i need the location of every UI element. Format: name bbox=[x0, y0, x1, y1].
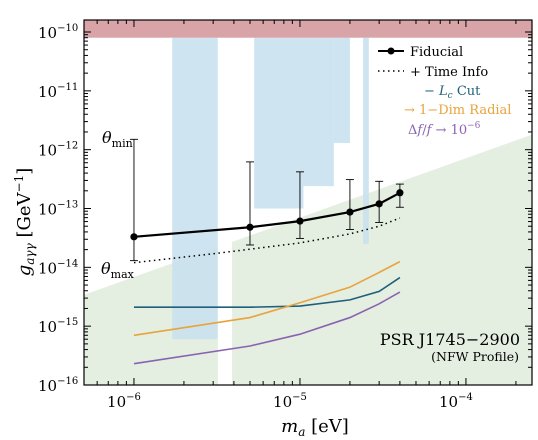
legend-label-df-f: Δf/f → 10−6 bbox=[408, 121, 481, 138]
y-tick-label: 10−14 bbox=[38, 258, 78, 277]
profile-label: (NFW Profile) bbox=[431, 349, 519, 364]
series-line-1 bbox=[133, 217, 401, 264]
series-line-3 bbox=[133, 260, 401, 337]
theta-min-label: θmin bbox=[102, 128, 133, 150]
x-tick-label: 10−5 bbox=[273, 392, 307, 411]
top-excluded-band bbox=[84, 20, 532, 38]
legend-label-fiducial: Fiducial bbox=[410, 45, 463, 60]
legend: Fiducial + Time Info − Lc Cut → 1−Dim Ra… bbox=[378, 45, 511, 138]
plot-frame bbox=[83, 19, 533, 386]
plot-area bbox=[84, 20, 532, 385]
series-line-2 bbox=[133, 276, 401, 309]
legend-label-lc-cut: − Lc Cut bbox=[424, 84, 481, 101]
exclusion-bar bbox=[333, 37, 350, 143]
data-point bbox=[130, 233, 138, 241]
exclusion-bar bbox=[303, 37, 334, 187]
y-axis-label: gaγγ [GeV−1] bbox=[12, 168, 37, 277]
exclusion-gap bbox=[217, 37, 233, 385]
y-tick-label: 10−13 bbox=[38, 200, 78, 219]
source-name: PSR J1745−2900 bbox=[380, 330, 520, 349]
legend-label-time-info: + Time Info bbox=[410, 65, 488, 80]
theta-max-label: θmax bbox=[101, 259, 135, 281]
exclusion-bar bbox=[254, 37, 304, 209]
series-line-4 bbox=[133, 291, 401, 365]
data-point bbox=[375, 200, 383, 208]
y-tick-label: 10−11 bbox=[38, 82, 78, 101]
data-point bbox=[346, 208, 354, 216]
legend-entry-time-info: + Time Info bbox=[378, 65, 488, 80]
exclusion-bar bbox=[172, 37, 218, 340]
y-tick-label: 10−12 bbox=[38, 141, 78, 160]
y-tick-label: 10−10 bbox=[38, 23, 78, 42]
series-line-0 bbox=[133, 191, 401, 238]
x-tick-label: 10−4 bbox=[439, 392, 473, 411]
data-point bbox=[296, 217, 304, 225]
legend-entry-fiducial: Fiducial bbox=[378, 45, 463, 60]
y-tick-label: 10−15 bbox=[38, 317, 78, 336]
y-tick-label: 10−16 bbox=[38, 376, 78, 395]
x-axis-label: ma [eV] bbox=[281, 416, 349, 439]
exclusion-gap bbox=[349, 37, 356, 46]
data-point bbox=[396, 189, 404, 197]
data-point bbox=[246, 223, 254, 231]
exclusion-bar bbox=[363, 37, 369, 244]
legend-label-1dim-radial: → 1−Dim Radial bbox=[404, 103, 511, 118]
x-tick-label: 10−6 bbox=[107, 392, 141, 411]
